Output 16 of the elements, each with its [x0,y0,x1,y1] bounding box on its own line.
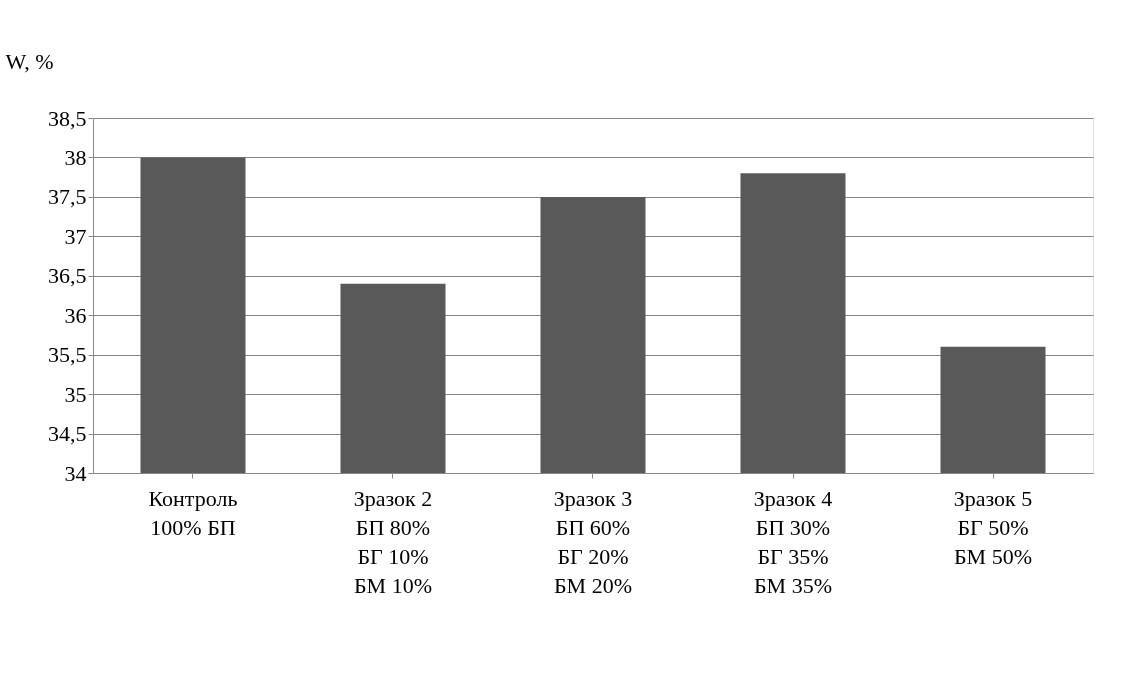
y-tick-label: 38,5 [48,105,87,131]
y-tick-label: 36,5 [48,263,87,289]
x-tick-label: Зразок 5 БГ 50% БМ 50% [953,485,1033,569]
y-tick-label: 38 [64,144,87,170]
y-tick-label: 36 [64,302,87,328]
y-tick-label: 35 [64,381,87,407]
y-tick-label: 34,5 [48,421,87,447]
y-tick-label: 37,5 [48,184,87,210]
y-tick-label: 37 [64,223,87,249]
y-tick-label: 35,5 [48,342,87,368]
y-tick-label: 34 [64,460,87,486]
y-axis-title: W, % [5,48,54,74]
x-tick-label: Зразок 2 БП 80% БГ 10% БМ 10% [353,485,433,598]
x-tick-label: Контроль 100% БП [148,485,238,540]
x-tick-label: Зразок 3 БП 60% БГ 20% БМ 20% [553,485,633,598]
x-tick-label: Зразок 4 БП 30% БГ 35% БМ 35% [753,485,833,598]
